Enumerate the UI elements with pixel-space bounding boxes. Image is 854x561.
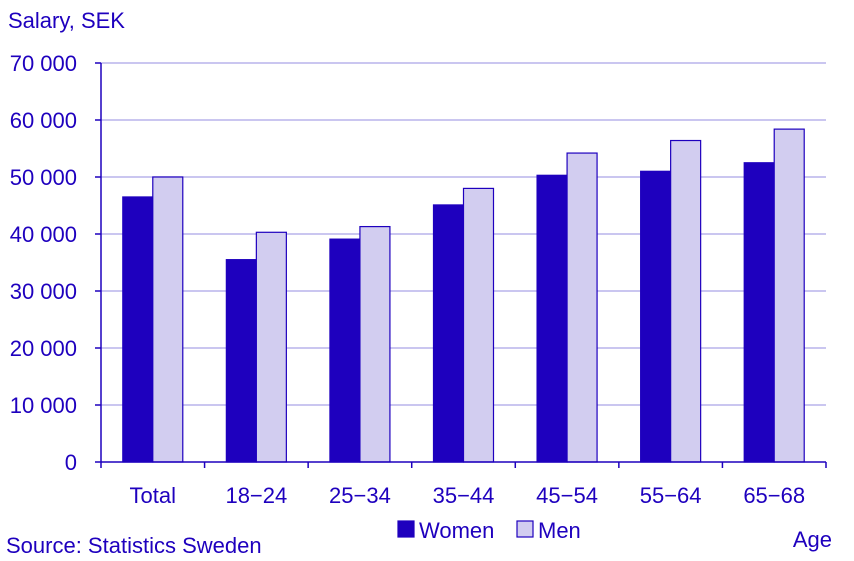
legend-label-men: Men [538, 518, 581, 543]
x-tick-label: 35−44 [433, 483, 495, 508]
x-axis-title: Age [793, 527, 832, 552]
y-axis-title: Salary, SEK [8, 8, 125, 33]
y-axis-ticks: 0 10 000 20 000 30 000 40 000 50 000 60 000 70 … [10, 51, 101, 475]
bar-men [670, 139, 702, 463]
y-tick-label: 40 000 [10, 222, 77, 247]
x-tick-label: 65−68 [743, 483, 805, 508]
bar-men [462, 187, 495, 463]
bar-women [122, 196, 154, 463]
x-tick-label: 55−64 [640, 483, 702, 508]
bar-women [225, 259, 257, 463]
bar-women [536, 174, 568, 463]
source-note: Source: Statistics Sweden [6, 533, 262, 558]
bar-men [152, 176, 184, 463]
legend: Women Men [397, 518, 581, 543]
y-tick-label: 0 [65, 450, 77, 475]
y-tick-label: 20 000 [10, 336, 77, 361]
legend-swatch-women [397, 520, 415, 538]
bar-men [255, 231, 287, 463]
y-tick-label: 10 000 [10, 393, 77, 418]
bar-women [743, 162, 775, 463]
y-tick-label: 70 000 [10, 51, 77, 76]
bar-women [329, 238, 361, 463]
bar-men [566, 152, 598, 463]
y-tick-label: 60 000 [10, 108, 77, 133]
bar-women [432, 204, 465, 463]
y-tick-label: 50 000 [10, 165, 77, 190]
bars [122, 128, 805, 463]
bar-men [359, 225, 391, 463]
legend-swatch-men [516, 520, 534, 538]
x-tick-label: Total [130, 483, 176, 508]
legend-label-women: Women [419, 518, 494, 543]
y-tick-label: 30 000 [10, 279, 77, 304]
x-tick-label: 25−34 [329, 483, 391, 508]
bar-men [773, 128, 805, 463]
x-tick-label: 45−54 [536, 483, 598, 508]
bar-women [640, 170, 672, 463]
x-axis [100, 63, 826, 463]
x-tick-label: 18−24 [225, 483, 287, 508]
x-axis-ticks: Total 18−24 25−34 35−44 45−54 55−64 65−68 [100, 462, 827, 508]
